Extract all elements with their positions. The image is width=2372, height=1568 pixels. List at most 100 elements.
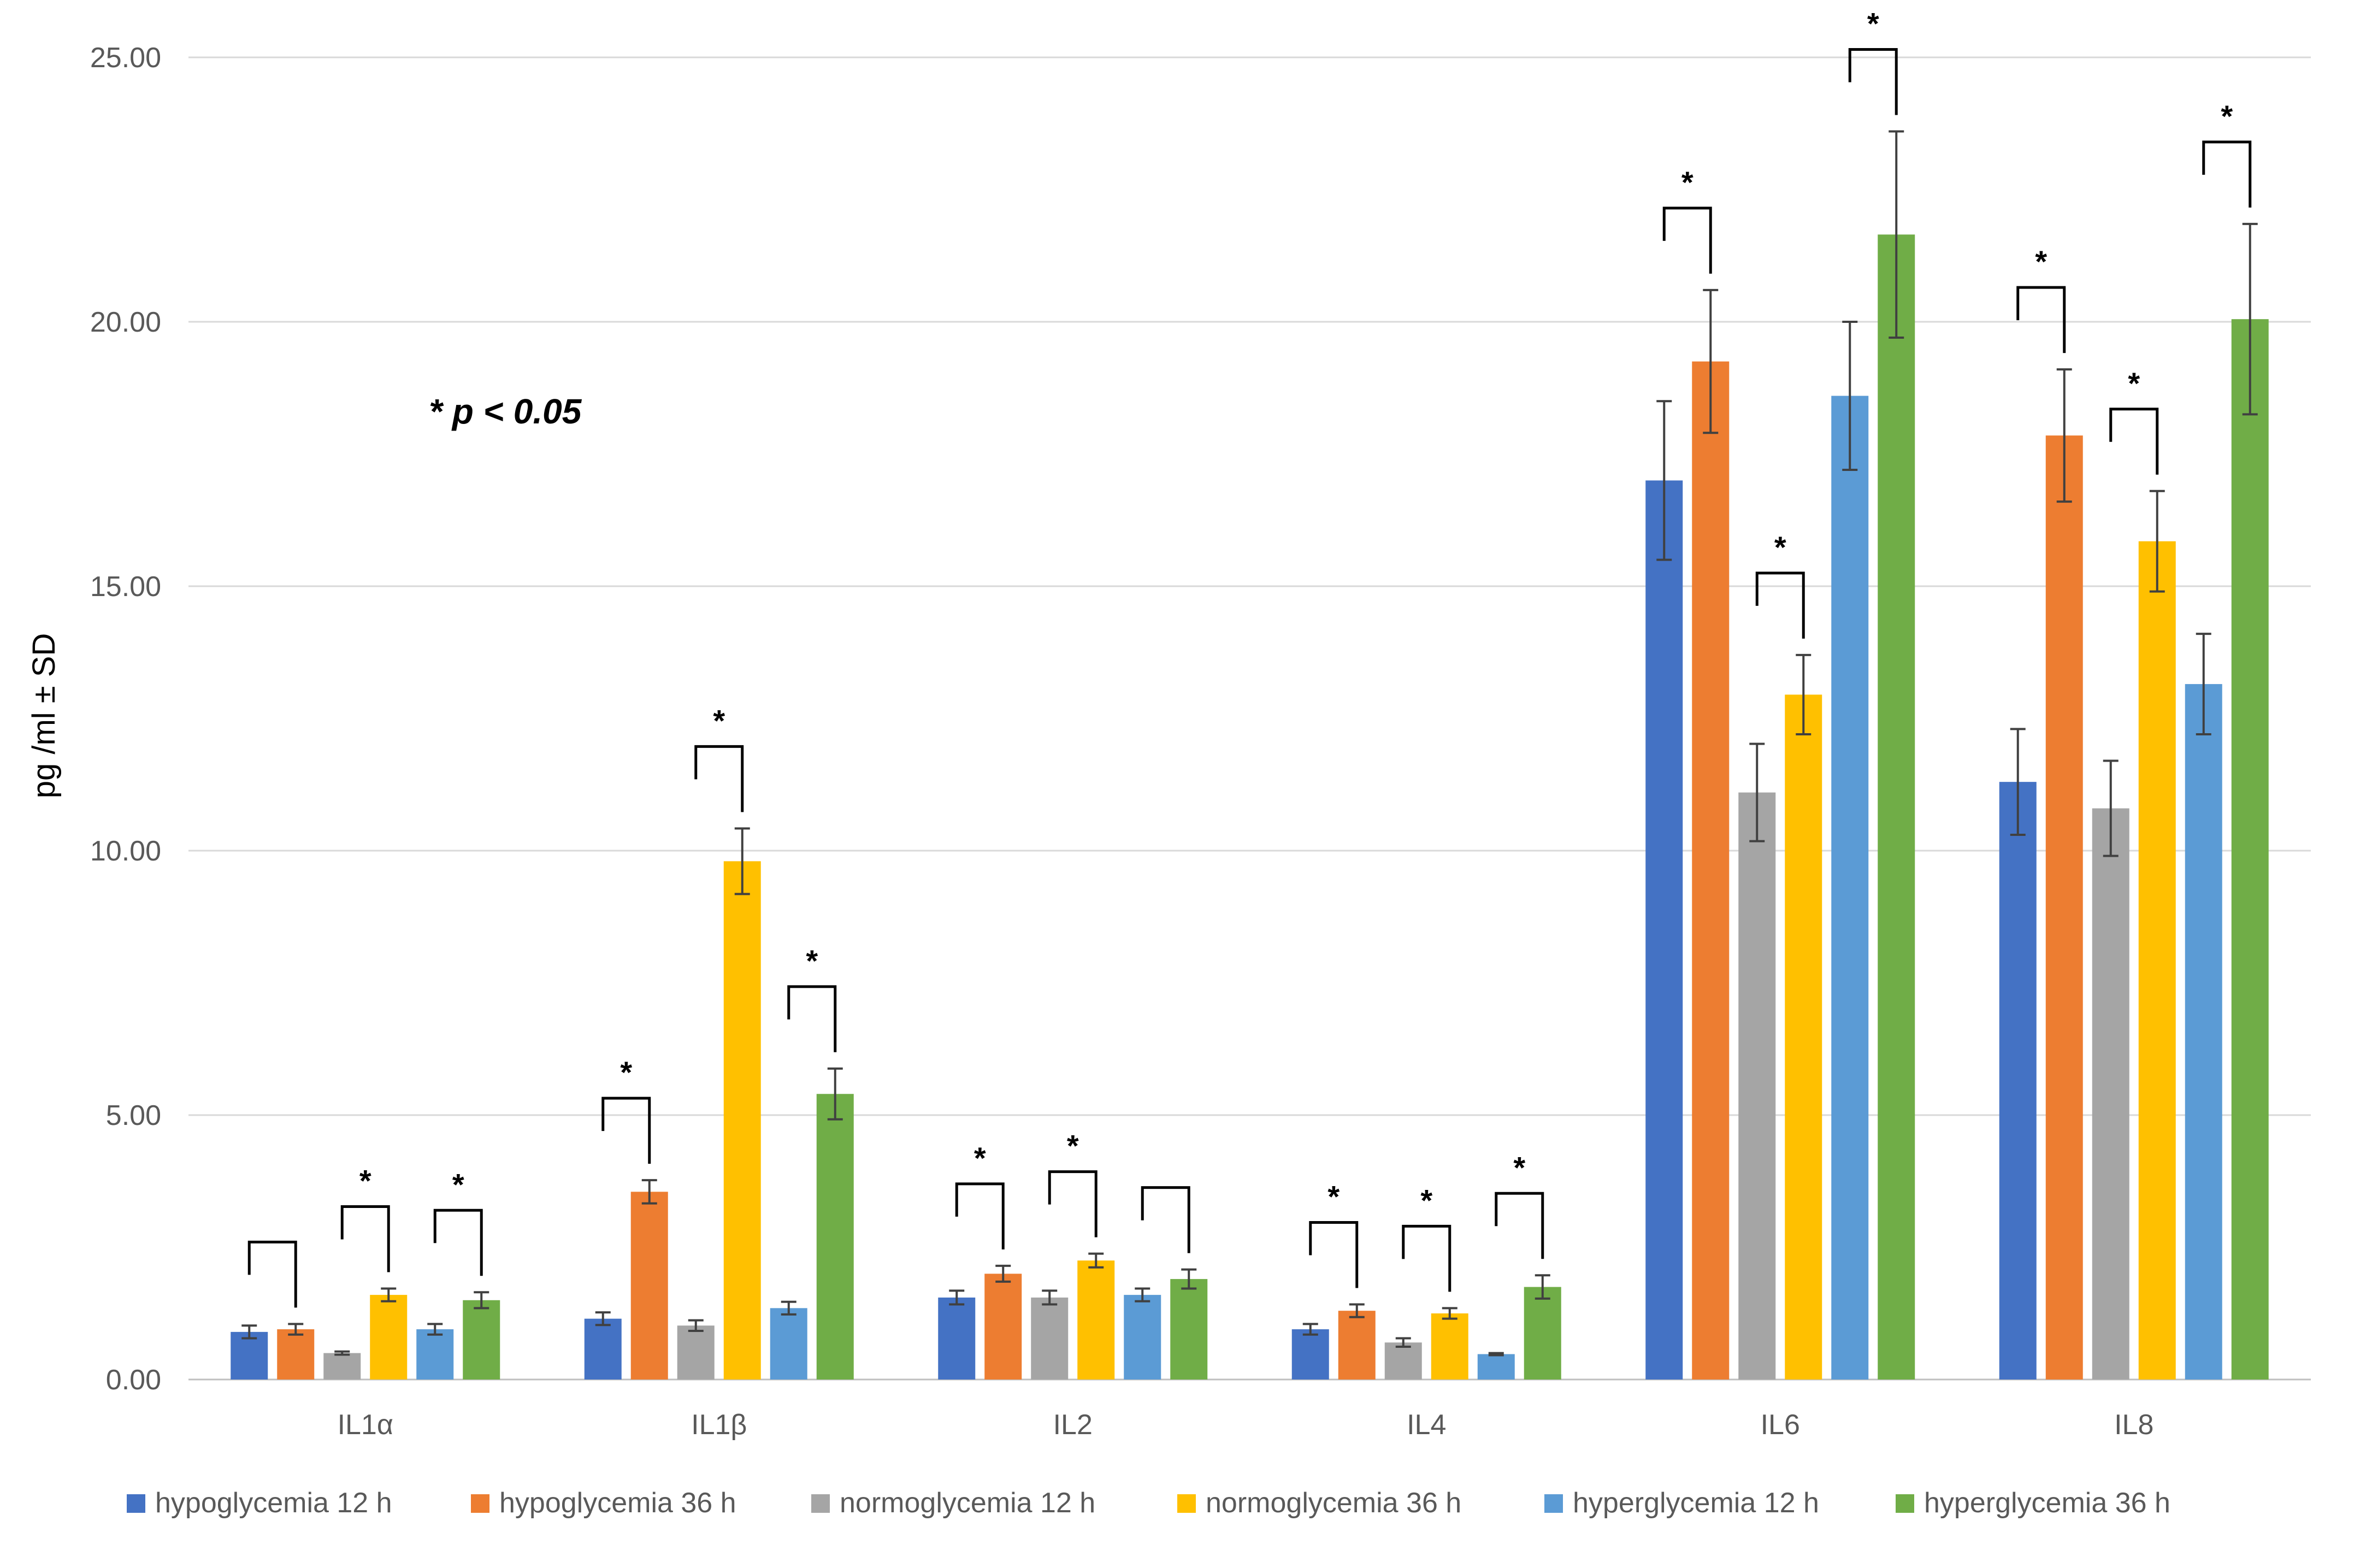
error-bar bbox=[1302, 1323, 1318, 1336]
x-tick-label: IL8 bbox=[2114, 1409, 2153, 1441]
y-tick-label: 25.00 bbox=[90, 42, 161, 74]
error-bar bbox=[1535, 1274, 1550, 1300]
error-bar bbox=[1042, 1289, 1058, 1306]
legend-label: hypoglycemia 12 h bbox=[155, 1487, 392, 1519]
significance-star: * bbox=[1774, 530, 1786, 564]
legend: hypoglycemia 12 h hypoglycemia 36 h normog… bbox=[127, 1487, 2170, 1519]
error-bar bbox=[1703, 288, 1719, 434]
legend-label: normoglycemia 36 h bbox=[1206, 1487, 1461, 1519]
bar bbox=[630, 1192, 668, 1380]
bar bbox=[1031, 1297, 1069, 1380]
error-bar bbox=[2103, 759, 2119, 857]
significance-bracket: * bbox=[1662, 165, 1712, 274]
significance-bracket: * bbox=[1848, 7, 1898, 115]
significance-star: * bbox=[452, 1167, 464, 1201]
legend-label: hypoglycemia 36 h bbox=[499, 1487, 736, 1519]
x-tick-label: IL1β bbox=[691, 1409, 747, 1441]
significance-bracket: * bbox=[1048, 1129, 1098, 1237]
bar bbox=[1831, 396, 1869, 1380]
legend-item: hyperglycemia 12 h bbox=[1544, 1487, 1819, 1519]
legend-swatch bbox=[127, 1494, 145, 1513]
legend-item: hypoglycemia 36 h bbox=[471, 1487, 736, 1519]
error-bar bbox=[1088, 1252, 1104, 1269]
error-bar bbox=[781, 1300, 796, 1316]
significance-bracket: * bbox=[787, 944, 837, 1052]
bar bbox=[938, 1297, 976, 1380]
error-bar bbox=[1488, 1352, 1504, 1357]
significance-bracket: * bbox=[1309, 1180, 1359, 1288]
bar bbox=[277, 1329, 315, 1380]
error-bar bbox=[1349, 1303, 1365, 1318]
error-bar bbox=[1796, 653, 1812, 736]
error-bar bbox=[1842, 321, 1858, 471]
legend-swatch bbox=[811, 1494, 830, 1513]
significance-bracket: * bbox=[1495, 1150, 1544, 1259]
significance-star: * bbox=[806, 944, 818, 978]
error-bar bbox=[1442, 1307, 1458, 1320]
error-bar bbox=[288, 1323, 304, 1336]
significance-bracket: * bbox=[2109, 366, 2159, 475]
significance-bracket bbox=[247, 1240, 297, 1308]
bar bbox=[2045, 435, 2083, 1380]
error-bar bbox=[1395, 1337, 1411, 1348]
legend-item: normoglycemia 12 h bbox=[811, 1487, 1095, 1519]
bar bbox=[1785, 694, 1822, 1380]
significance-star: * bbox=[1067, 1129, 1079, 1163]
bar bbox=[416, 1329, 454, 1380]
x-tick-label: IL2 bbox=[1053, 1409, 1093, 1441]
bars bbox=[231, 130, 2269, 1380]
legend-swatch bbox=[1177, 1494, 1196, 1513]
significance-star: * bbox=[359, 1164, 371, 1198]
significance-bracket bbox=[1141, 1186, 1190, 1253]
y-tick-label: 5.00 bbox=[106, 1100, 161, 1131]
bar bbox=[2185, 684, 2222, 1380]
legend-swatch bbox=[1896, 1494, 1914, 1513]
bar bbox=[1384, 1342, 1422, 1380]
error-bar bbox=[2242, 222, 2258, 416]
bar bbox=[584, 1318, 622, 1380]
bar bbox=[2092, 808, 2129, 1380]
significance-annotation: * p < 0.05 bbox=[429, 392, 582, 431]
bar bbox=[677, 1325, 715, 1380]
x-tick-label: IL6 bbox=[1761, 1409, 1800, 1441]
legend-label: hyperglycemia 12 h bbox=[1573, 1487, 1819, 1519]
error-bar bbox=[241, 1324, 257, 1340]
bar bbox=[1338, 1311, 1376, 1380]
legend-item: normoglycemia 36 h bbox=[1177, 1487, 1461, 1519]
significance-brackets: * * * * * * * * * * * * * * * * bbox=[247, 7, 2252, 1308]
x-axis-categories: IL1α IL1β IL2 IL4 IL6 IL8 bbox=[338, 1409, 2154, 1441]
legend-swatch bbox=[471, 1494, 489, 1513]
bar bbox=[984, 1274, 1022, 1380]
error-bar bbox=[995, 1264, 1011, 1283]
gridlines bbox=[188, 56, 2311, 1381]
error-bar bbox=[474, 1291, 489, 1310]
error-bar bbox=[334, 1350, 350, 1356]
bar bbox=[2231, 319, 2269, 1380]
significance-star: * bbox=[974, 1141, 986, 1175]
error-bar bbox=[1135, 1287, 1150, 1302]
significance-bracket: * bbox=[601, 1055, 651, 1164]
bar bbox=[231, 1331, 268, 1380]
significance-bracket: * bbox=[2202, 99, 2252, 208]
significance-star: * bbox=[620, 1055, 632, 1089]
bar bbox=[1077, 1260, 1115, 1380]
significance-bracket: * bbox=[694, 703, 744, 812]
bar bbox=[1692, 361, 1730, 1380]
error-bar bbox=[2056, 368, 2072, 503]
bar bbox=[463, 1300, 500, 1380]
significance-star: * bbox=[1681, 165, 1694, 199]
legend-item: hypoglycemia 12 h bbox=[127, 1487, 392, 1519]
y-tick-label: 10.00 bbox=[90, 835, 161, 867]
bar bbox=[323, 1353, 361, 1380]
error-bar bbox=[688, 1319, 704, 1332]
legend-label: hyperglycemia 36 h bbox=[1924, 1487, 2170, 1519]
error-bar bbox=[1749, 742, 1765, 842]
error-bar bbox=[734, 827, 750, 895]
significance-bracket: * bbox=[1755, 530, 1805, 639]
error-bar bbox=[427, 1323, 443, 1336]
legend-item: hyperglycemia 36 h bbox=[1896, 1487, 2170, 1519]
legend-label: normoglycemia 12 h bbox=[840, 1487, 1095, 1519]
error-bar bbox=[2196, 633, 2211, 736]
bar bbox=[2138, 541, 2176, 1380]
